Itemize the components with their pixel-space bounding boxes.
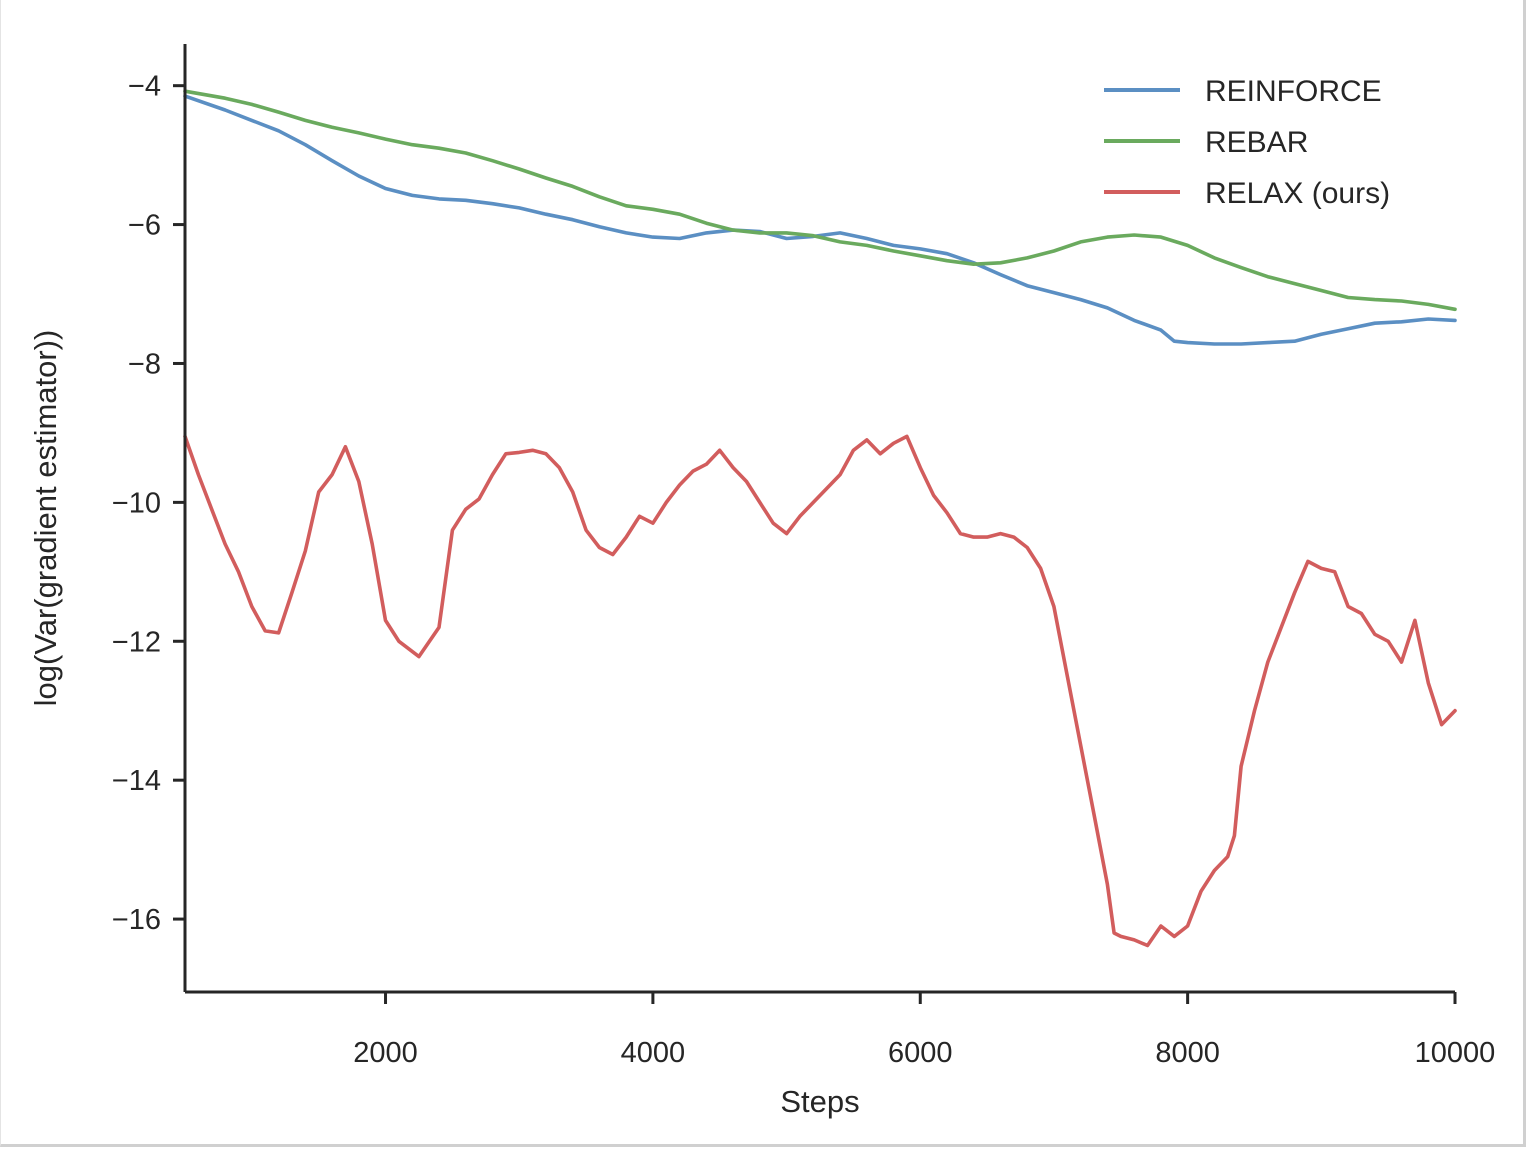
legend-label: REBAR: [1205, 126, 1308, 159]
x-axis-title: Steps: [780, 1084, 859, 1119]
legend-label: REINFORCE: [1205, 75, 1382, 108]
x-tick-label: 6000: [888, 1037, 953, 1069]
series-layer: [183, 89, 1457, 948]
series-line-relax-ours: [183, 434, 1457, 948]
y-tick-label: −14: [112, 765, 161, 797]
y-tick-label: −4: [128, 71, 161, 103]
x-tick-label: 10000: [1415, 1037, 1496, 1069]
y-axis-title: log(Var(gradient estimator)): [28, 330, 63, 707]
y-ticks: −4 −6 −8 −10 −12 −14 −16: [112, 71, 185, 936]
x-ticks: 2000 4000 6000 8000 10000: [353, 992, 1495, 1069]
series-line-rebar: [183, 89, 1457, 312]
x-tick-label: 4000: [621, 1037, 686, 1069]
x-tick-label: 2000: [353, 1037, 418, 1069]
y-tick-label: −12: [112, 626, 161, 658]
y-tick-label: −16: [112, 904, 161, 936]
y-tick-label: −6: [128, 210, 161, 242]
legend-label: RELAX (ours): [1205, 177, 1390, 210]
axes-layer: [183, 44, 1455, 994]
x-tick-label: 8000: [1155, 1037, 1220, 1069]
y-tick-label: −10: [112, 487, 161, 519]
legend: REINFORCE REBAR RELAX (ours): [1104, 75, 1390, 210]
series-line-reinforce: [183, 94, 1457, 346]
y-tick-label: −8: [128, 348, 161, 380]
